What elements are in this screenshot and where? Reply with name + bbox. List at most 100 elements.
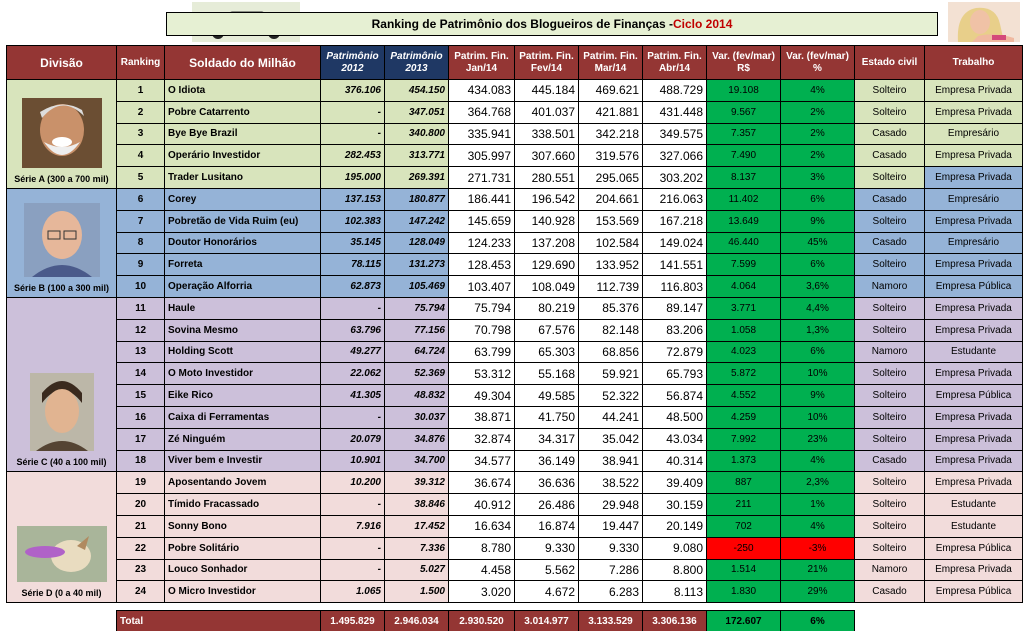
table-row: Série C (40 a 100 mil) 11 Haule -75.794 75.7…: [6, 296, 1023, 473]
patrim-mar: 44.241: [578, 405, 643, 429]
patrimonio-2013: 340.800: [384, 122, 449, 146]
rank-cell: 6: [116, 187, 165, 211]
var-pct: 4,4%: [780, 296, 855, 320]
rank-cell: 19: [116, 471, 165, 495]
job-type: Empresa Privada: [924, 166, 1023, 189]
marital-status: Casado: [854, 231, 925, 255]
var-rs: 7.357: [706, 122, 781, 146]
marital-status: Solteiro: [854, 514, 925, 538]
var-pct: 9%: [780, 384, 855, 407]
var-pct: 23%: [780, 427, 855, 451]
division-cell: Série C (40 a 100 mil): [6, 296, 117, 473]
patrim-jan: 305.997: [448, 144, 515, 168]
job-type: Empresa Privada: [924, 405, 1023, 429]
rank-cell: 20: [116, 493, 165, 516]
patrimonio-2013: 128.049: [384, 231, 449, 255]
var-rs: 5.872: [706, 362, 781, 386]
blogger-name: Trader Lusitano: [164, 166, 321, 189]
blogger-name: Bye Bye Brazil: [164, 122, 321, 146]
patrimonio-2013: 34.700: [384, 449, 449, 473]
patrim-abr: 20.149: [642, 514, 707, 538]
patrim-mar: 133.952: [578, 253, 643, 277]
rank-cell: 24: [116, 580, 165, 604]
patrim-abr: 56.874: [642, 384, 707, 407]
blogger-name: Corey: [164, 187, 321, 211]
rank-cell: 8: [116, 231, 165, 255]
patrim-abr: 40.314: [642, 449, 707, 473]
job-type: Empresa Privada: [924, 209, 1023, 233]
patrim-jan: 434.083: [448, 79, 515, 102]
marital-status: Casado: [854, 122, 925, 146]
patrimonio-2013: 48.832: [384, 384, 449, 407]
var-pct: 4%: [780, 449, 855, 473]
rank-cell: 10: [116, 275, 165, 298]
patrim-mar: 38.941: [578, 449, 643, 473]
table-row: 3 Bye Bye Brazil -340.800 335.941 338.501 342…: [7, 122, 1023, 146]
blogger-name: Eike Rico: [164, 384, 321, 407]
patrim-fev: 108.049: [514, 275, 579, 298]
total-2013: 2.946.034: [384, 610, 449, 631]
table-row: 22 Pobre Solitário -7.336 8.780 9.330 9.330 9.…: [7, 536, 1023, 560]
table-row: 13 Holding Scott 49.277 64.724 63.799 65.303 6…: [7, 340, 1023, 364]
table-row: 17 Zé Ninguém 20.079 34.876 32.874 34.317 35.0…: [7, 427, 1023, 451]
report-title: Ranking de Patrimônio dos Blogueiros de …: [166, 12, 938, 36]
rank-cell: 21: [116, 514, 165, 538]
patrimonio-2012: 63.796: [320, 318, 385, 342]
blogger-name: Viver bem e Investir: [164, 449, 321, 473]
patrim-abr: 89.147: [642, 296, 707, 320]
job-type: Empresa Privada: [924, 253, 1023, 277]
patrim-abr: 141.551: [642, 253, 707, 277]
division-label: Série B (100 a 300 mil): [13, 282, 110, 293]
table-row: 16 Caixa di Ferramentas -30.037 38.871 41.75…: [7, 405, 1023, 429]
var-rs: 211: [706, 493, 781, 516]
job-type: Estudante: [924, 340, 1023, 364]
job-type: Empresa Privada: [924, 427, 1023, 451]
var-pct: 6%: [780, 340, 855, 364]
rank-cell: 12: [116, 318, 165, 342]
patrimonio-2012: -: [320, 100, 385, 124]
blogger-name: Tímido Fracassado: [164, 493, 321, 516]
patrim-mar: 319.576: [578, 144, 643, 168]
job-type: Estudante: [924, 514, 1023, 538]
var-pct: 2%: [780, 144, 855, 168]
col-abr: Patrim. Fin. Abr/14: [642, 45, 707, 80]
col-division: Divisão: [6, 45, 117, 80]
patrim-fev: 4.672: [514, 580, 579, 604]
marital-status: Solteiro: [854, 384, 925, 407]
job-type: Empresário: [924, 231, 1023, 255]
patrimonio-2012: 137.153: [320, 187, 385, 211]
patrim-fev: 36.149: [514, 449, 579, 473]
patrimonio-2013: 39.312: [384, 471, 449, 495]
division-avatar: [10, 526, 113, 583]
var-pct: 6%: [780, 253, 855, 277]
patrimonio-2013: 17.452: [384, 514, 449, 538]
var-pct: 29%: [780, 580, 855, 604]
marital-status: Solteiro: [854, 79, 925, 102]
blogger-name: Pobre Catarrento: [164, 100, 321, 124]
patrim-jan: 145.659: [448, 209, 515, 233]
patrim-fev: 129.690: [514, 253, 579, 277]
patrim-abr: 431.448: [642, 100, 707, 124]
table-row: 23 Louco Sonhador -5.027 4.458 5.562 7.286 8.8…: [7, 558, 1023, 582]
patrim-jan: 3.020: [448, 580, 515, 604]
job-type: Empresa Pública: [924, 275, 1023, 298]
header-row: Divisão Ranking Soldado do Milhão Patrim…: [6, 45, 1023, 80]
rank-cell: 18: [116, 449, 165, 473]
patrim-abr: 349.575: [642, 122, 707, 146]
patrim-jan: 364.768: [448, 100, 515, 124]
patrimonio-2013: 34.876: [384, 427, 449, 451]
var-rs: 19.108: [706, 79, 781, 102]
division-avatar: [10, 202, 113, 277]
col-civil: Estado civil: [854, 45, 925, 80]
marital-status: Solteiro: [854, 100, 925, 124]
patrim-fev: 338.501: [514, 122, 579, 146]
title-main: Ranking de Patrimônio dos Blogueiros de …: [371, 17, 673, 31]
table-row: 24 O Micro Investidor 1.065 1.500 3.020 4.672…: [7, 580, 1023, 604]
patrimonio-2013: 77.156: [384, 318, 449, 342]
patrim-fev: 41.750: [514, 405, 579, 429]
patrimonio-2012: 49.277: [320, 340, 385, 364]
patrimonio-2013: 105.469: [384, 275, 449, 298]
patrim-fev: 307.660: [514, 144, 579, 168]
total-label: Total: [116, 610, 321, 631]
